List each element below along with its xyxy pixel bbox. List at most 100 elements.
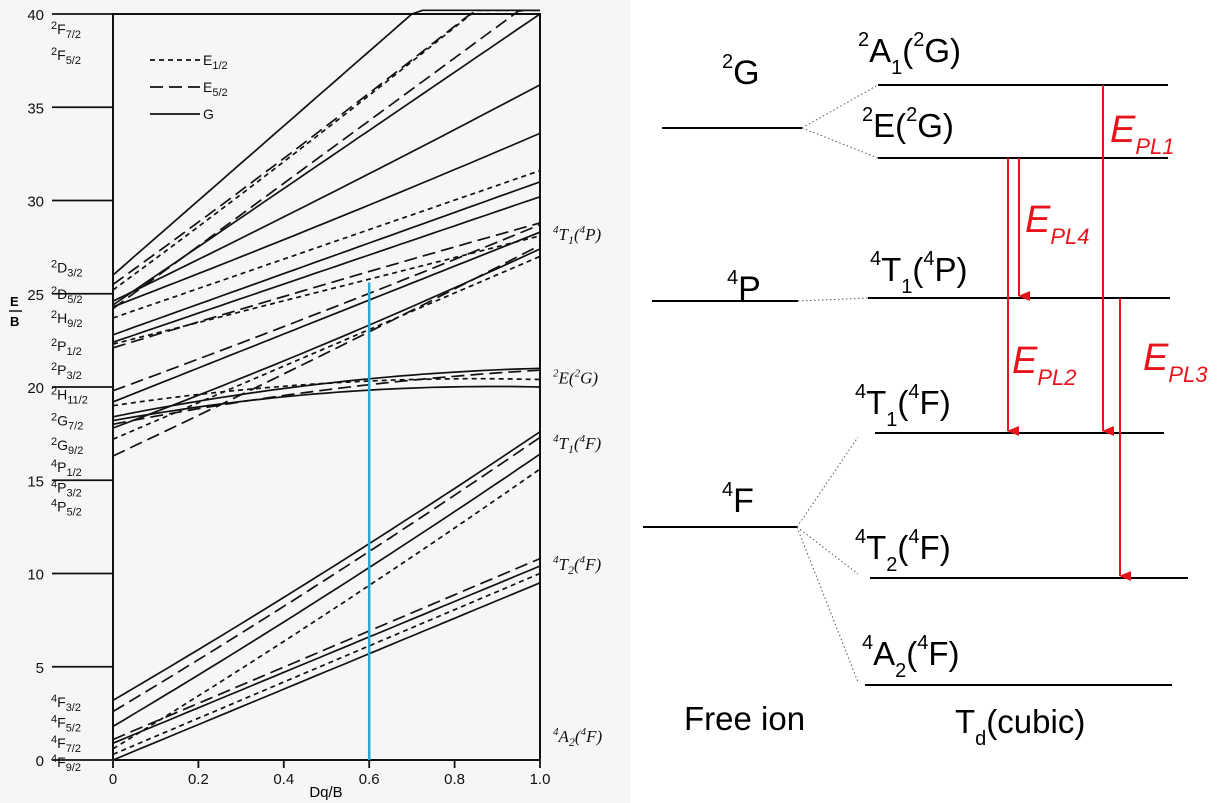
energy-curve-e5-2 bbox=[112, 369, 541, 426]
transition-label-pl4: EPL4 bbox=[1025, 199, 1090, 249]
x-tick-label: 1.0 bbox=[530, 771, 551, 788]
transition-label-pl2: EPL2 bbox=[1012, 340, 1077, 390]
energy-curve-g bbox=[112, 181, 541, 336]
energy-curve-e5-2 bbox=[112, 244, 541, 457]
term-label-free: 2P3/2 bbox=[51, 361, 82, 382]
y-tick-label: 20 bbox=[27, 380, 44, 397]
correlation-4F-4A2 bbox=[796, 526, 859, 683]
transition-label-pl1: EPL1 bbox=[1110, 109, 1175, 159]
term-label-free: 2H9/2 bbox=[51, 309, 83, 330]
term-label-free: 4P1/2 bbox=[51, 458, 82, 479]
energy-curve-e5-2 bbox=[112, 223, 541, 392]
term-label-free: 4F7/2 bbox=[51, 734, 81, 755]
legend: E1/2 E5/2 G bbox=[150, 52, 228, 122]
crystal-level-label: 2A1(2G) bbox=[858, 29, 961, 79]
energy-curve-g bbox=[112, 9, 540, 276]
energy-curve-e5-2 bbox=[112, 222, 541, 349]
crystal-field-term-labels: 4T1(4P) 2E(2G) 4T1(4F) 4T2(4F) 4A2(4F) bbox=[553, 224, 602, 749]
free-ion-level-label: 2G bbox=[722, 51, 760, 92]
energy-curve-g bbox=[112, 385, 541, 422]
term-label-free: 4P5/2 bbox=[51, 497, 82, 518]
energy-curve-g bbox=[112, 84, 541, 302]
legend-label: G bbox=[203, 106, 214, 122]
correlation-4F-4T2 bbox=[796, 526, 859, 575]
energy-curve-e5-2 bbox=[112, 9, 540, 310]
crystal-level-label: 4A2(4F) bbox=[862, 632, 960, 682]
x-axis-ticks: 0 0.2 0.4 0.6 0.8 1.0 bbox=[109, 760, 551, 788]
scan-background bbox=[0, 0, 630, 803]
correlation-lines bbox=[796, 84, 879, 683]
correlation-4F-4T1 bbox=[796, 436, 859, 528]
y-tick-label: 10 bbox=[27, 567, 44, 584]
energy-level-diagram: 2G 4P 4F 2A1(2G) 2E(2G) 4T1(4P) 4T1(4F) 4T2(4F… bbox=[643, 29, 1208, 750]
y-tick-label: 5 bbox=[36, 660, 44, 677]
free-ion-level-labels: 2G 4P 4F bbox=[722, 51, 761, 520]
y-tick-label: 35 bbox=[27, 100, 44, 117]
transition-label-pl3: EPL3 bbox=[1143, 337, 1208, 387]
x-tick-label: 0.8 bbox=[444, 771, 465, 788]
td-cubic-caption: Td(cubic) bbox=[955, 703, 1085, 750]
x-tick-label: 0 bbox=[109, 771, 117, 788]
correlation-2G-2A1 bbox=[801, 84, 879, 129]
x-tick-label: 0.4 bbox=[273, 771, 294, 788]
energy-curve-e1-2 bbox=[112, 468, 541, 750]
correlation-4P-4T1 bbox=[797, 297, 869, 302]
y-tick-label: 30 bbox=[27, 194, 44, 211]
energy-curve-g bbox=[112, 582, 541, 761]
crystal-level-labels: 2A1(2G) 2E(2G) 4T1(4P) 4T1(4F) 4T2(4F) 4A2(4F… bbox=[855, 29, 968, 682]
energy-curve-e5-2 bbox=[112, 436, 541, 713]
energy-curve-e1-2 bbox=[112, 255, 541, 440]
y-tick-label: 25 bbox=[27, 287, 44, 304]
free-ion-level-label: 4F bbox=[722, 479, 754, 520]
free-ion-term-labels: 2F7/2 2F5/2 2D3/2 2D5/2 2H9/2 2P1/2 2P3/2 2H11/… bbox=[51, 20, 88, 774]
term-label-crystal: 4A2(4F) bbox=[553, 726, 602, 749]
term-label-free: 4P3/2 bbox=[51, 479, 82, 500]
term-label-free: 2G7/2 bbox=[51, 412, 83, 433]
term-label-crystal: 4T1(4F) bbox=[553, 433, 602, 456]
energy-curve-g bbox=[112, 231, 541, 403]
y-tick-label: 40 bbox=[27, 7, 44, 24]
crystal-level-label: 4T1(4P) bbox=[870, 248, 968, 298]
crystal-level-label: 4T1(4F) bbox=[855, 381, 951, 431]
crystal-level-label: 4T2(4F) bbox=[855, 526, 951, 576]
energy-curve-g bbox=[112, 453, 541, 728]
legend-label: E5/2 bbox=[203, 79, 228, 99]
legend-label: E1/2 bbox=[203, 52, 228, 72]
x-axis-label: Dq/B bbox=[309, 784, 342, 801]
x-tick-label: 0.6 bbox=[359, 771, 380, 788]
energy-curve-e1-2 bbox=[112, 235, 541, 345]
y-tick-label: 15 bbox=[27, 473, 44, 490]
y-tick-label: 0 bbox=[36, 753, 44, 770]
tanabe-sugano-plot: 0 5 10 15 20 25 30 35 40 0 0.2 0.4 0.6 0.8 1.0 E1/2 E5… bbox=[0, 0, 630, 803]
correlation-2G-2E bbox=[801, 127, 879, 159]
energy-curve-g bbox=[112, 565, 541, 744]
energy-curve-e1-2 bbox=[112, 169, 541, 319]
transition-labels: EPL1 EPL4 EPL2 EPL3 bbox=[1012, 109, 1208, 390]
term-label-free: 2F5/2 bbox=[51, 46, 81, 67]
energy-curve-e5-2 bbox=[112, 9, 540, 286]
term-label-free: 2F7/2 bbox=[51, 20, 81, 41]
term-label-free: 2H11/2 bbox=[51, 385, 88, 406]
y-axis-ticks: 0 5 10 15 20 25 30 35 40 bbox=[27, 7, 113, 770]
energy-curve-e5-2 bbox=[112, 557, 541, 741]
crystal-level-label: 2E(2G) bbox=[862, 104, 954, 144]
term-label-free: 2D3/2 bbox=[51, 259, 83, 280]
term-label-crystal: 4T1(4P) bbox=[553, 224, 602, 247]
term-label-free: 4F3/2 bbox=[51, 693, 81, 714]
x-tick-label: 0.2 bbox=[188, 771, 209, 788]
y-axis-label: E B bbox=[9, 294, 22, 329]
energy-curve-g bbox=[112, 248, 541, 429]
term-label-free: 2D5/2 bbox=[51, 285, 83, 306]
energy-curve-g bbox=[112, 195, 541, 344]
energy-curves bbox=[112, 9, 541, 761]
y-axis-label-top: E bbox=[10, 294, 19, 309]
term-label-free: 4F9/2 bbox=[51, 753, 81, 774]
energy-curve-g bbox=[112, 431, 541, 702]
free-ion-caption: Free ion bbox=[684, 700, 805, 737]
term-label-free: 2P1/2 bbox=[51, 337, 82, 358]
term-label-free: 4F5/2 bbox=[51, 714, 81, 735]
energy-curve-g bbox=[112, 132, 541, 308]
energy-curve-g bbox=[112, 367, 541, 418]
term-label-crystal: 2E(2G) bbox=[553, 368, 598, 388]
